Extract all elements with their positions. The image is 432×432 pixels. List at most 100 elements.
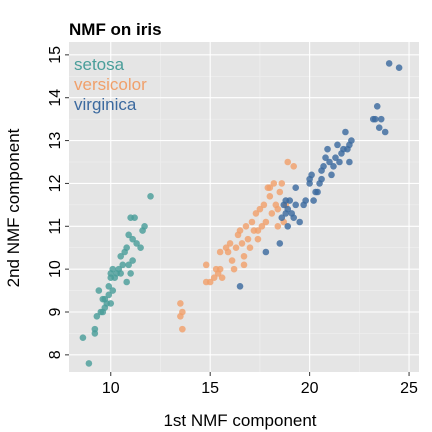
virginica-point [375, 124, 383, 132]
virginica-point [296, 218, 303, 226]
versicolor-point [240, 252, 248, 260]
setosa-point [123, 278, 130, 286]
setosa-point [107, 300, 115, 307]
versicolor-point [224, 248, 232, 256]
virginica-point [346, 158, 353, 166]
setosa-point [95, 287, 103, 294]
versicolor-point [218, 274, 226, 282]
virginica-point [330, 162, 337, 170]
legend-setosa: setosa [74, 55, 125, 74]
virginica-point [336, 158, 343, 166]
virginica-point [276, 240, 284, 247]
versicolor-point [230, 265, 238, 273]
setosa-point [117, 252, 125, 260]
versicolor-point [270, 180, 278, 187]
legend-virginica: virginica [74, 95, 137, 114]
y-tick-label: 15 [47, 46, 64, 64]
setosa-point [141, 222, 148, 230]
virginica-point [322, 154, 329, 162]
versicolor-point [266, 184, 274, 192]
setosa-point [105, 291, 113, 299]
versicolor-point [266, 192, 274, 200]
virginica-point [328, 171, 335, 179]
virginica-point [326, 158, 333, 166]
y-axis-ticks: 8 9 10 11 12 13 14 15 [47, 46, 69, 359]
versicolor-point [256, 205, 264, 213]
versicolor-point [216, 265, 224, 273]
setosa-point [127, 270, 134, 277]
versicolor-point [240, 261, 248, 269]
y-axis-label: 2nd NMF component [4, 128, 23, 287]
virginica-point [290, 214, 298, 222]
virginica-point [395, 64, 403, 72]
virginica-point [306, 175, 313, 183]
virginica-point [320, 162, 327, 170]
virginica-point [278, 214, 286, 222]
versicolor-point [177, 300, 184, 307]
versicolor-point [260, 201, 268, 209]
versicolor-point [258, 222, 266, 230]
versicolor-point [216, 248, 224, 256]
y-tick-label: 14 [47, 89, 64, 107]
setosa-point [105, 282, 113, 290]
versicolor-point [238, 240, 246, 247]
setosa-point [107, 270, 115, 277]
versicolor-point [202, 261, 210, 269]
virginica-point [282, 197, 290, 204]
x-axis-ticks: 10 15 20 25 [102, 372, 418, 397]
setosa-point [133, 240, 140, 247]
setosa-point [117, 270, 125, 277]
setosa-point [125, 231, 132, 239]
versicolor-point [254, 235, 262, 243]
versicolor-point [268, 210, 276, 217]
versicolor-point [226, 240, 234, 247]
y-tick-label: 12 [47, 174, 64, 192]
x-axis-label: 1st NMF component [163, 411, 316, 430]
versicolor-point [276, 188, 284, 196]
versicolor-point [254, 227, 262, 234]
virginica-point [324, 145, 331, 153]
y-tick-label: 13 [47, 132, 64, 150]
virginica-point [302, 197, 309, 204]
y-tick-label: 11 [47, 218, 64, 235]
setosa-point [93, 312, 101, 320]
setosa-point [129, 235, 136, 243]
virginica-point [310, 197, 317, 204]
virginica-point [377, 115, 385, 123]
versicolor-point [210, 274, 218, 282]
virginica-point [284, 205, 292, 213]
virginica-point [334, 141, 341, 149]
virginica-point [338, 150, 345, 157]
x-tick-label: 20 [301, 380, 319, 397]
virginica-point [342, 128, 349, 136]
virginica-point [371, 115, 379, 123]
virginica-point [318, 175, 325, 183]
virginica-point [236, 282, 244, 290]
versicolor-point [248, 218, 256, 226]
versicolor-point [284, 158, 292, 166]
y-tick-label: 10 [47, 260, 64, 278]
virginica-point [385, 60, 393, 67]
virginica-point [284, 222, 292, 230]
legend: setosa versicolor virginica [74, 55, 147, 114]
x-tick-label: 25 [400, 380, 418, 397]
virginica-point [312, 188, 319, 196]
virginica-point [381, 128, 389, 136]
virginica-point [292, 201, 300, 209]
setosa-point [79, 334, 87, 342]
virginica-point [292, 184, 300, 192]
setosa-point [123, 244, 130, 252]
versicolor-point [244, 235, 252, 243]
chart-title: NMF on iris [69, 20, 162, 39]
versicolor-point [262, 218, 270, 226]
setosa-point [99, 308, 107, 316]
versicolor-point [179, 325, 186, 333]
setosa-point [109, 287, 117, 294]
virginica-point [346, 141, 353, 149]
versicolor-point [242, 222, 250, 230]
virginica-point [262, 248, 270, 256]
versicolor-point [206, 278, 214, 286]
y-tick-label: 9 [47, 307, 64, 316]
setosa-point [125, 261, 132, 269]
setosa-point [85, 360, 93, 367]
